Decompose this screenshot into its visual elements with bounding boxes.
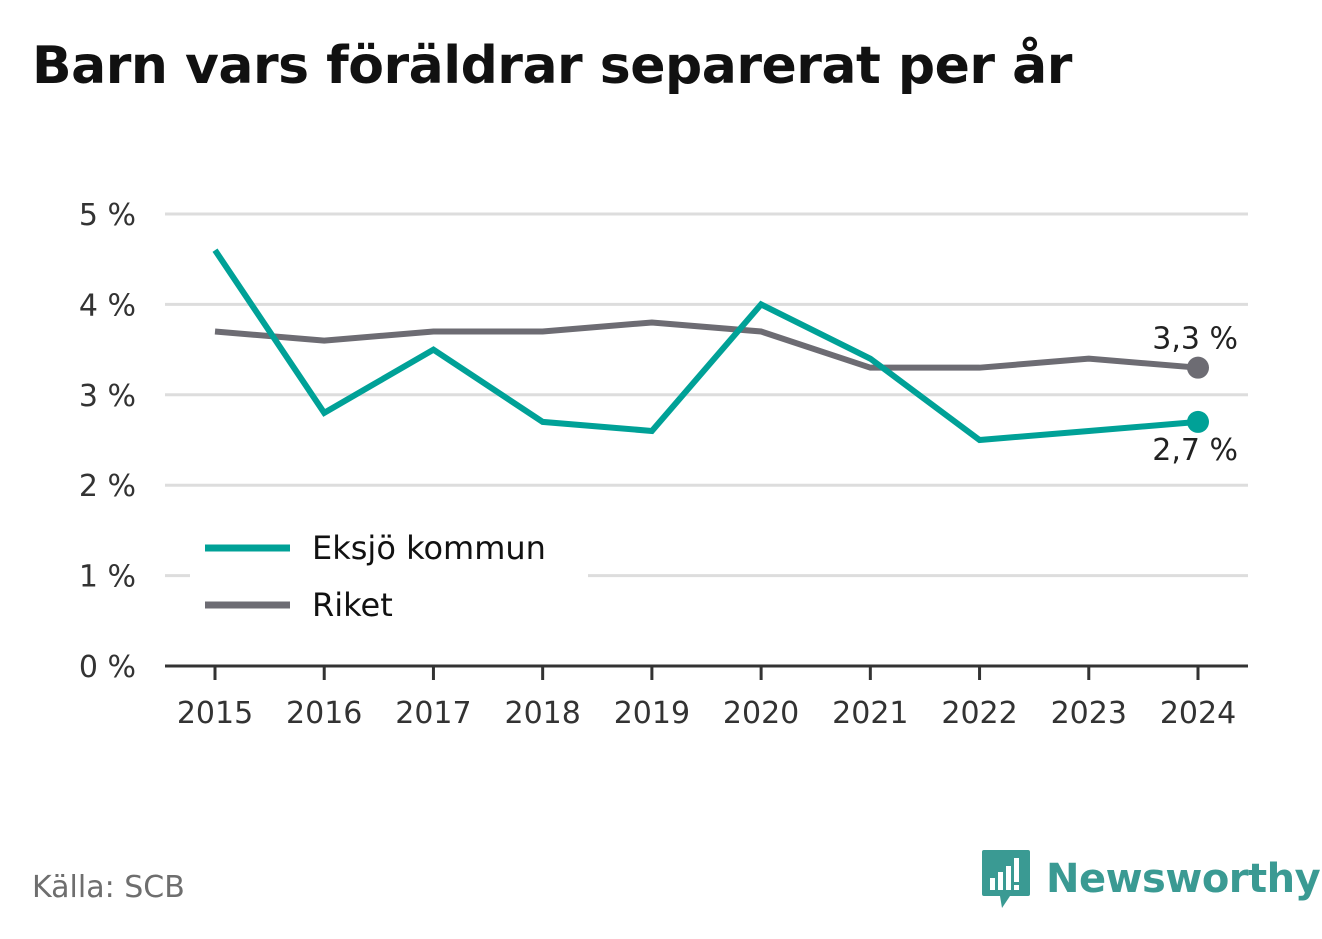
series-line xyxy=(212,248,1199,444)
legend-background xyxy=(190,518,588,632)
chart-title: Barn vars föräldrar separerat per år xyxy=(32,36,1072,96)
legend-label: Eksjö kommun xyxy=(312,529,546,567)
x-axis: 2015 2016 2017 2018 2019 2020 2021 2022 2023 2024 xyxy=(165,664,1248,731)
source-note: Källa: SCB xyxy=(32,870,185,905)
brand-logo[interactable]: Newsworthy xyxy=(980,848,1321,910)
x-tick-label: 2024 xyxy=(1160,696,1236,731)
y-tick-label: 5 % xyxy=(79,198,136,233)
x-tick-label: 2018 xyxy=(504,696,580,731)
end-point xyxy=(1187,356,1209,379)
x-tick-label: 2020 xyxy=(723,696,799,731)
x-tick-label: 2016 xyxy=(286,696,362,731)
end-value-label: 3,3 % xyxy=(1152,322,1238,357)
x-tick-label: 2019 xyxy=(614,696,690,731)
legend: Eksjö kommun Riket xyxy=(190,518,588,632)
x-tick-label: 2023 xyxy=(1051,696,1127,731)
end-labels: 2,7 % 3,3 % xyxy=(1152,322,1238,468)
x-tick-label: 2022 xyxy=(941,696,1017,731)
legend-label: Riket xyxy=(312,586,393,624)
bar-chart-speech-bubble-icon xyxy=(982,850,1030,908)
end-value-label: 2,7 % xyxy=(1152,433,1238,468)
series-line xyxy=(214,319,1199,371)
y-tick-label: 3 % xyxy=(79,379,136,414)
x-tick-label: 2017 xyxy=(395,696,471,731)
y-axis-tick-labels: 0 % 1 % 2 % 3 % 4 % 5 % xyxy=(79,198,136,685)
y-tick-label: 4 % xyxy=(79,288,136,323)
x-tick-label: 2021 xyxy=(832,696,908,731)
series-lines xyxy=(212,248,1209,444)
x-tick-label: 2015 xyxy=(177,696,253,731)
end-point xyxy=(1187,410,1209,433)
brand-name: Newsworthy xyxy=(1046,856,1321,902)
y-tick-label: 2 % xyxy=(79,469,136,504)
y-tick-label: 0 % xyxy=(79,650,136,685)
y-tick-label: 1 % xyxy=(79,560,136,595)
